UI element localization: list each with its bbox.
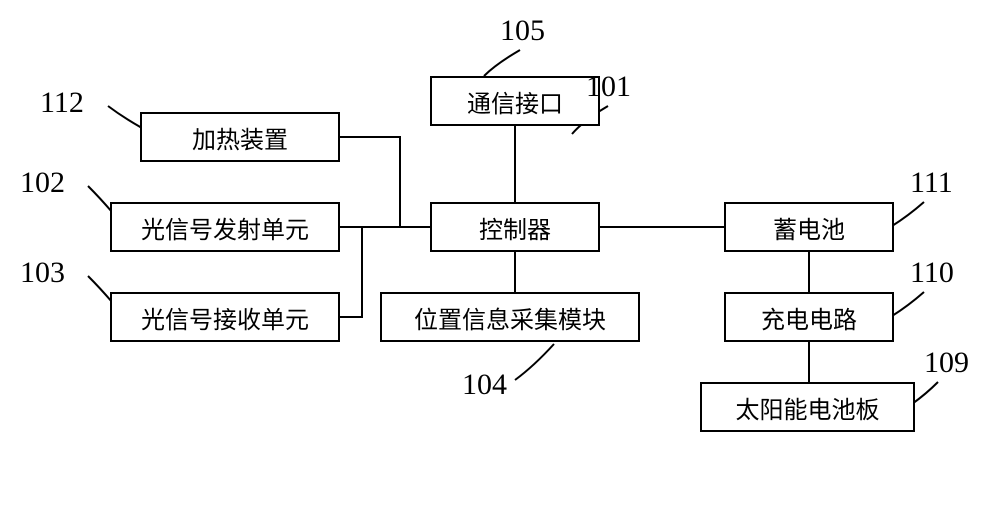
number-n104: 104 bbox=[462, 368, 507, 402]
number-n102: 102 bbox=[20, 166, 65, 200]
number-n112: 112 bbox=[40, 86, 84, 120]
box-tx-label: 光信号发射单元 bbox=[141, 210, 309, 245]
box-comm-label: 通信接口 bbox=[467, 84, 563, 119]
box-controller-label: 控制器 bbox=[479, 210, 551, 245]
box-charge-label: 充电电路 bbox=[761, 300, 857, 335]
number-n110: 110 bbox=[910, 256, 954, 290]
number-n101: 101 bbox=[586, 70, 631, 104]
box-comm: 通信接口 bbox=[430, 76, 600, 126]
number-n103: 103 bbox=[20, 256, 65, 290]
box-battery-label: 蓄电池 bbox=[773, 210, 845, 245]
box-solar-label: 太阳能电池板 bbox=[736, 390, 880, 425]
diagram-stage: 通信接口控制器 加热装置光信号发射单元光信号接收单元 位置信息采集模块 蓄电池充电电路… bbox=[0, 0, 1000, 507]
box-tx: 光信号发射单元 bbox=[110, 202, 340, 252]
box-pos: 位置信息采集模块 bbox=[380, 292, 640, 342]
box-rx-label: 光信号接收单元 bbox=[141, 300, 309, 335]
box-solar: 太阳能电池板 bbox=[700, 382, 915, 432]
box-battery: 蓄电池 bbox=[724, 202, 894, 252]
box-heater-label: 加热装置 bbox=[192, 120, 288, 155]
number-n109: 109 bbox=[924, 346, 969, 380]
box-pos-label: 位置信息采集模块 bbox=[414, 300, 606, 335]
box-charge: 充电电路 bbox=[724, 292, 894, 342]
box-heater: 加热装置 bbox=[140, 112, 340, 162]
number-n105: 105 bbox=[500, 14, 545, 48]
number-n111: 111 bbox=[910, 166, 953, 200]
box-rx: 光信号接收单元 bbox=[110, 292, 340, 342]
box-controller: 控制器 bbox=[430, 202, 600, 252]
